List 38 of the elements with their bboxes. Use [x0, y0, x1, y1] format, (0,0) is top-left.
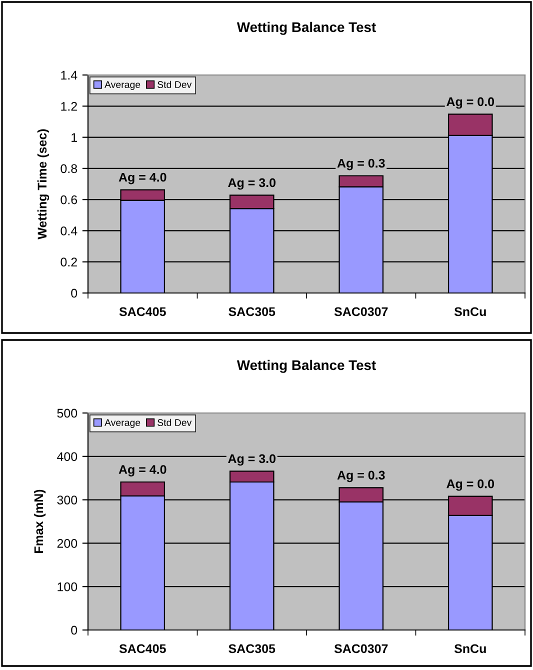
y-tick-label: 200	[57, 539, 78, 548]
x-tick-label: SnCu	[454, 307, 486, 316]
y-tick-label: 0.4	[60, 226, 78, 236]
legend-label: Std Dev	[158, 80, 192, 88]
x-tick-label: SAC305	[228, 307, 276, 316]
y-tick-label: 0	[71, 288, 78, 298]
x-tick-label: SAC305	[228, 644, 276, 654]
x-tick-label: SnCu	[454, 644, 486, 654]
y-tick-label: 500	[57, 408, 78, 418]
legend-label: Average	[104, 81, 140, 90]
annotation: Ag = 4.0	[118, 465, 166, 476]
annotation: Ag = 0.3	[337, 158, 385, 170]
y-axis-title: Fmax (mN)	[34, 490, 46, 553]
y-tick-label: 100	[58, 582, 78, 592]
y-tick-label: 300	[57, 496, 78, 504]
y-tick-label: 0.6	[60, 195, 78, 204]
y-tick-label: 1.4	[61, 70, 78, 80]
annotation: Ag = 4.0	[118, 172, 166, 184]
y-tick-label: 1	[72, 133, 77, 142]
chart-title: Wetting Balance Test	[236, 22, 376, 35]
annotation: Ag = 3.0	[228, 178, 276, 190]
chart-title: Wetting Balance Test	[236, 360, 376, 373]
y-axis-title: Wetting Time (sec)	[37, 129, 50, 240]
y-tick-label: 0	[71, 626, 78, 635]
x-tick-label: SAC0307	[334, 644, 388, 654]
annotation: Ag = 0.0	[446, 479, 494, 491]
y-tick-label: 0.2	[60, 258, 77, 267]
x-tick-label: SAC405	[119, 307, 166, 316]
annotation: Ag = 3.0	[228, 454, 276, 466]
y-tick-label: 1.2	[61, 102, 77, 111]
annotation: Ag = 0.3	[337, 470, 385, 482]
annotation: Ag = 0.0	[446, 97, 494, 109]
x-tick-label: SAC0307	[334, 307, 388, 316]
legend-label: Std Dev	[158, 418, 192, 426]
legend-label: Average	[104, 419, 140, 428]
y-tick-label: 0.8	[60, 164, 78, 174]
x-tick-label: SAC405	[119, 644, 166, 654]
y-tick-label: 400	[57, 452, 78, 462]
